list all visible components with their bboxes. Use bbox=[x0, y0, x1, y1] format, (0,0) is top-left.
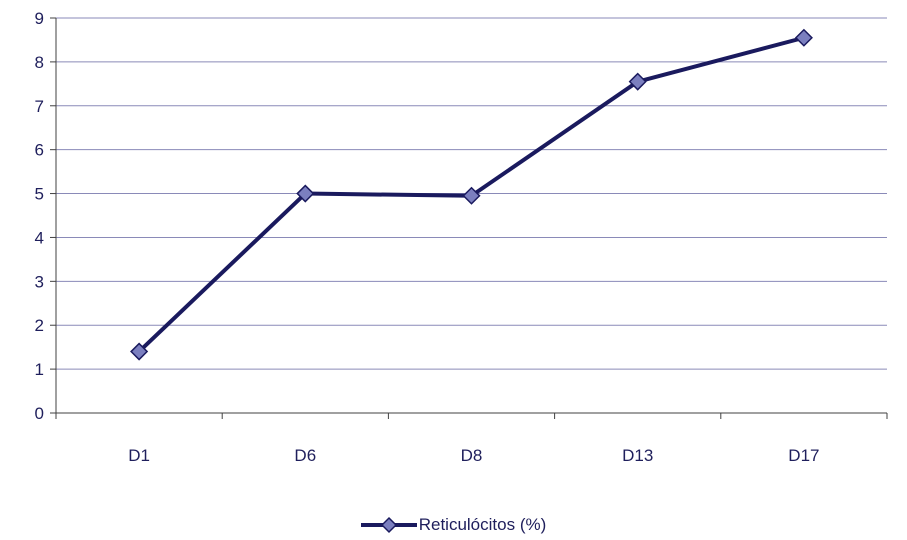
data-point-marker bbox=[794, 28, 813, 47]
legend-label: Reticulócitos (%) bbox=[418, 515, 547, 534]
series-reticulocitos bbox=[130, 28, 813, 361]
x-axis-tick-labels: D1 D6 D8 D13 D17 bbox=[128, 446, 819, 465]
legend: Reticulócitos (%) bbox=[0, 510, 907, 540]
data-point-marker bbox=[296, 184, 315, 203]
data-point-marker bbox=[628, 72, 647, 91]
axes bbox=[50, 17, 888, 419]
y-tick-label: 0 bbox=[35, 404, 44, 423]
legend-line-marker-icon bbox=[360, 516, 417, 534]
data-point-marker bbox=[462, 186, 481, 205]
x-tick-label: D13 bbox=[622, 446, 653, 465]
y-tick-label: 8 bbox=[35, 53, 44, 72]
y-tick-label: 5 bbox=[35, 185, 44, 204]
y-tick-label: 2 bbox=[35, 316, 44, 335]
legend-item: Reticulócitos (%) bbox=[360, 515, 547, 535]
x-tick-label: D17 bbox=[788, 446, 819, 465]
x-tick-label: D1 bbox=[128, 446, 150, 465]
y-tick-label: 7 bbox=[35, 97, 44, 116]
y-tick-label: 9 bbox=[35, 9, 44, 28]
y-tick-label: 3 bbox=[35, 272, 44, 291]
x-tick-label: D8 bbox=[461, 446, 483, 465]
data-point-marker bbox=[130, 342, 149, 361]
y-axis-tick-labels: 0 1 2 3 4 5 6 7 8 9 bbox=[35, 9, 44, 423]
y-tick-label: 4 bbox=[35, 228, 44, 247]
y-tick-label: 1 bbox=[35, 360, 44, 379]
x-tick-label: D6 bbox=[294, 446, 316, 465]
y-tick-label: 6 bbox=[35, 141, 44, 160]
